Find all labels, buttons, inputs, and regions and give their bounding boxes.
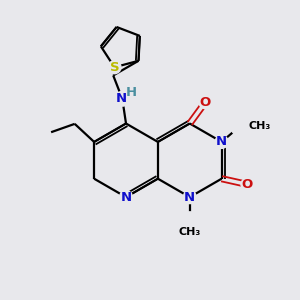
Circle shape: [215, 135, 228, 148]
Text: N: N: [120, 190, 132, 204]
Text: CH₃: CH₃: [249, 121, 271, 130]
Circle shape: [119, 190, 133, 204]
Circle shape: [241, 178, 254, 191]
Circle shape: [115, 92, 130, 106]
Circle shape: [179, 212, 200, 232]
Text: N: N: [115, 92, 126, 105]
Circle shape: [199, 96, 212, 109]
Text: S: S: [110, 61, 119, 74]
Circle shape: [230, 115, 251, 136]
Text: O: O: [242, 178, 253, 191]
Text: H: H: [126, 86, 137, 99]
Text: O: O: [200, 96, 211, 109]
Circle shape: [183, 190, 196, 204]
Text: N: N: [216, 135, 227, 148]
Text: N: N: [184, 190, 195, 204]
Circle shape: [108, 61, 121, 74]
Text: CH₃: CH₃: [178, 227, 201, 237]
